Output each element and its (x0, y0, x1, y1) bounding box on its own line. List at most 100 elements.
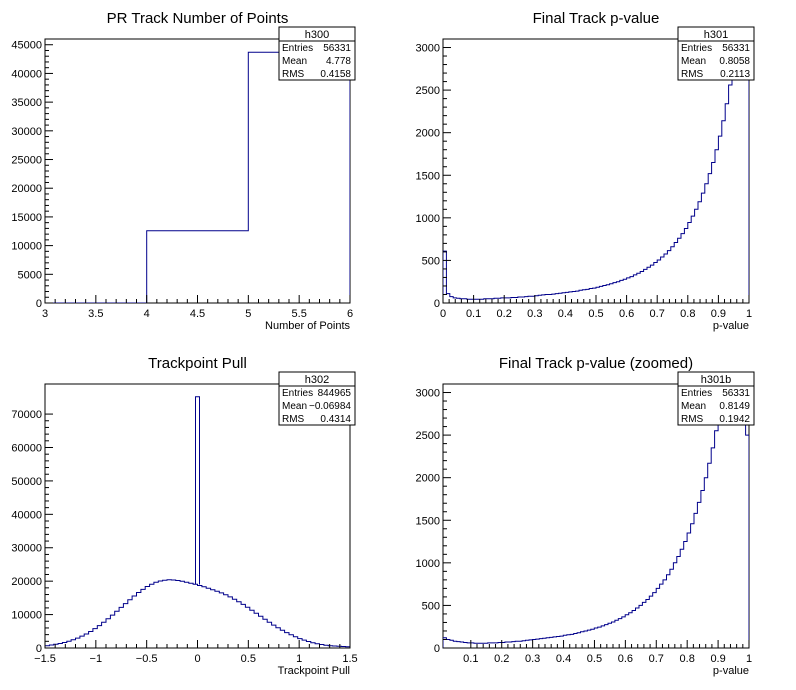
y-tick-label: 70000 (11, 409, 42, 421)
y-tick-label: 5000 (18, 269, 42, 281)
x-tick-label: 0.7 (650, 308, 665, 320)
stats-value: 0.4314 (320, 414, 351, 425)
x-tick-label: 0.5 (241, 653, 256, 665)
stats-label: Entries (681, 43, 712, 54)
histogram-panel-4: Final Track p-value (zoomed) 0.1 0.2 0.3 0.4… (416, 355, 755, 677)
stats-value: 56331 (722, 43, 750, 54)
y-tick-label: 2000 (416, 473, 440, 485)
histogram-peak (195, 396, 200, 585)
x-tick-label: −1 (90, 653, 103, 665)
y-tick-label: 1000 (416, 558, 440, 570)
histogram-panel-1: PR Track Number of Points 3 3.5 4 4.5 5 5.5 6 0 5… (11, 10, 356, 332)
histogram-name: h300 (305, 29, 329, 41)
stats-label: Entries (282, 388, 313, 399)
x-tick-label: 0.3 (527, 308, 542, 320)
x-tick-label: 4 (144, 308, 150, 320)
x-axis-title: p-value (713, 665, 749, 677)
x-tick-label: −0.5 (136, 653, 158, 665)
y-tick-label: 20000 (11, 183, 42, 195)
stats-value: 0.8149 (719, 401, 750, 412)
y-tick-label: 10000 (11, 610, 42, 622)
data-series (45, 396, 350, 648)
x-tick-label: 4.5 (190, 308, 205, 320)
y-tick-label: 30000 (11, 126, 42, 138)
x-tick-label: 6 (347, 308, 353, 320)
y-tick-label: 3000 (416, 388, 440, 400)
x-tick-label: 0.5 (587, 653, 602, 665)
stats-box: h301b Entries 56331 Mean 0.8149 RMS 0.1942 (677, 371, 755, 426)
x-tick-label: 0.3 (525, 653, 540, 665)
y-tick-label: 30000 (11, 543, 42, 555)
data-series (443, 384, 749, 648)
x-tick-label: 0.9 (710, 653, 725, 665)
x-tick-label: −1.5 (34, 653, 56, 665)
y-tick-label: 15000 (11, 212, 42, 224)
stats-value: 844965 (318, 388, 352, 399)
stats-box-frame (677, 371, 755, 426)
stats-label: Mean (681, 401, 706, 412)
stats-value: 0.8058 (719, 56, 750, 67)
x-tick-label: 0.2 (494, 653, 509, 665)
stats-label: RMS (282, 69, 305, 80)
y-tick-label: 1500 (416, 170, 440, 182)
stats-box-frame (278, 26, 356, 81)
x-tick-label: 0 (440, 308, 446, 320)
y-tick-label: 0 (434, 298, 440, 310)
y-tick-label: 10000 (11, 241, 42, 253)
x-tick-label: 0.8 (680, 653, 695, 665)
x-tick-label: 0.4 (558, 308, 573, 320)
stats-box-frame (677, 26, 755, 81)
histogram-name: h302 (305, 374, 329, 386)
y-tick-label: 0 (434, 643, 440, 655)
stats-value: 0.2113 (720, 69, 750, 80)
x-tick-label: 0.5 (588, 308, 603, 320)
y-tick-label: 500 (422, 600, 440, 612)
stats-value: 4.778 (326, 56, 351, 67)
stats-value: 0.1942 (719, 414, 750, 425)
chart-title: Trackpoint Pull (148, 355, 247, 372)
stats-label: Entries (282, 43, 313, 54)
y-tick-label: 500 (422, 255, 440, 267)
data-series (45, 51, 350, 303)
histogram-line (45, 579, 350, 648)
chart-title: Final Track p-value (533, 10, 660, 27)
x-tick-label: 0.1 (466, 308, 481, 320)
x-tick-label: 5.5 (292, 308, 307, 320)
stats-value: 56331 (323, 43, 351, 54)
y-tick-label: 2500 (416, 430, 440, 442)
x-tick-label: 1 (746, 653, 752, 665)
stats-label: Mean (282, 401, 307, 412)
x-tick-label: 1 (746, 308, 752, 320)
stats-value: 0.4158 (320, 69, 351, 80)
x-tick-label: 0.9 (711, 308, 726, 320)
x-tick-label: 5 (245, 308, 251, 320)
y-tick-label: 60000 (11, 442, 42, 454)
stats-label: RMS (282, 414, 305, 425)
stats-value: −0.06984 (309, 401, 351, 412)
stats-box-frame (278, 371, 356, 426)
stats-label: Entries (681, 388, 712, 399)
x-axis-title: p-value (713, 320, 749, 332)
stats-label: RMS (681, 69, 704, 80)
y-tick-label: 0 (36, 298, 42, 310)
stats-label: RMS (681, 414, 704, 425)
x-axis-title: Number of Points (265, 320, 350, 332)
histogram-name: h301b (701, 374, 732, 386)
y-tick-label: 0 (36, 643, 42, 655)
y-tick-label: 2500 (416, 85, 440, 97)
y-tick-label: 40000 (11, 68, 42, 80)
stats-label: Mean (681, 56, 706, 67)
x-tick-label: 0.6 (619, 308, 634, 320)
x-tick-label: 3.5 (88, 308, 103, 320)
histogram-panel-2: Final Track p-value 0 0.1 0.2 0.3 0.4 0.5 0.6 0.… (416, 10, 755, 332)
x-tick-label: 0.4 (556, 653, 571, 665)
x-tick-label: 1.5 (342, 653, 357, 665)
x-tick-label: 0 (194, 653, 200, 665)
y-tick-label: 45000 (11, 40, 42, 52)
y-tick-label: 1500 (416, 515, 440, 527)
histogram-line (443, 384, 749, 648)
y-tick-label: 25000 (11, 155, 42, 167)
x-tick-label: 0.7 (649, 653, 664, 665)
histogram-line (45, 51, 350, 303)
